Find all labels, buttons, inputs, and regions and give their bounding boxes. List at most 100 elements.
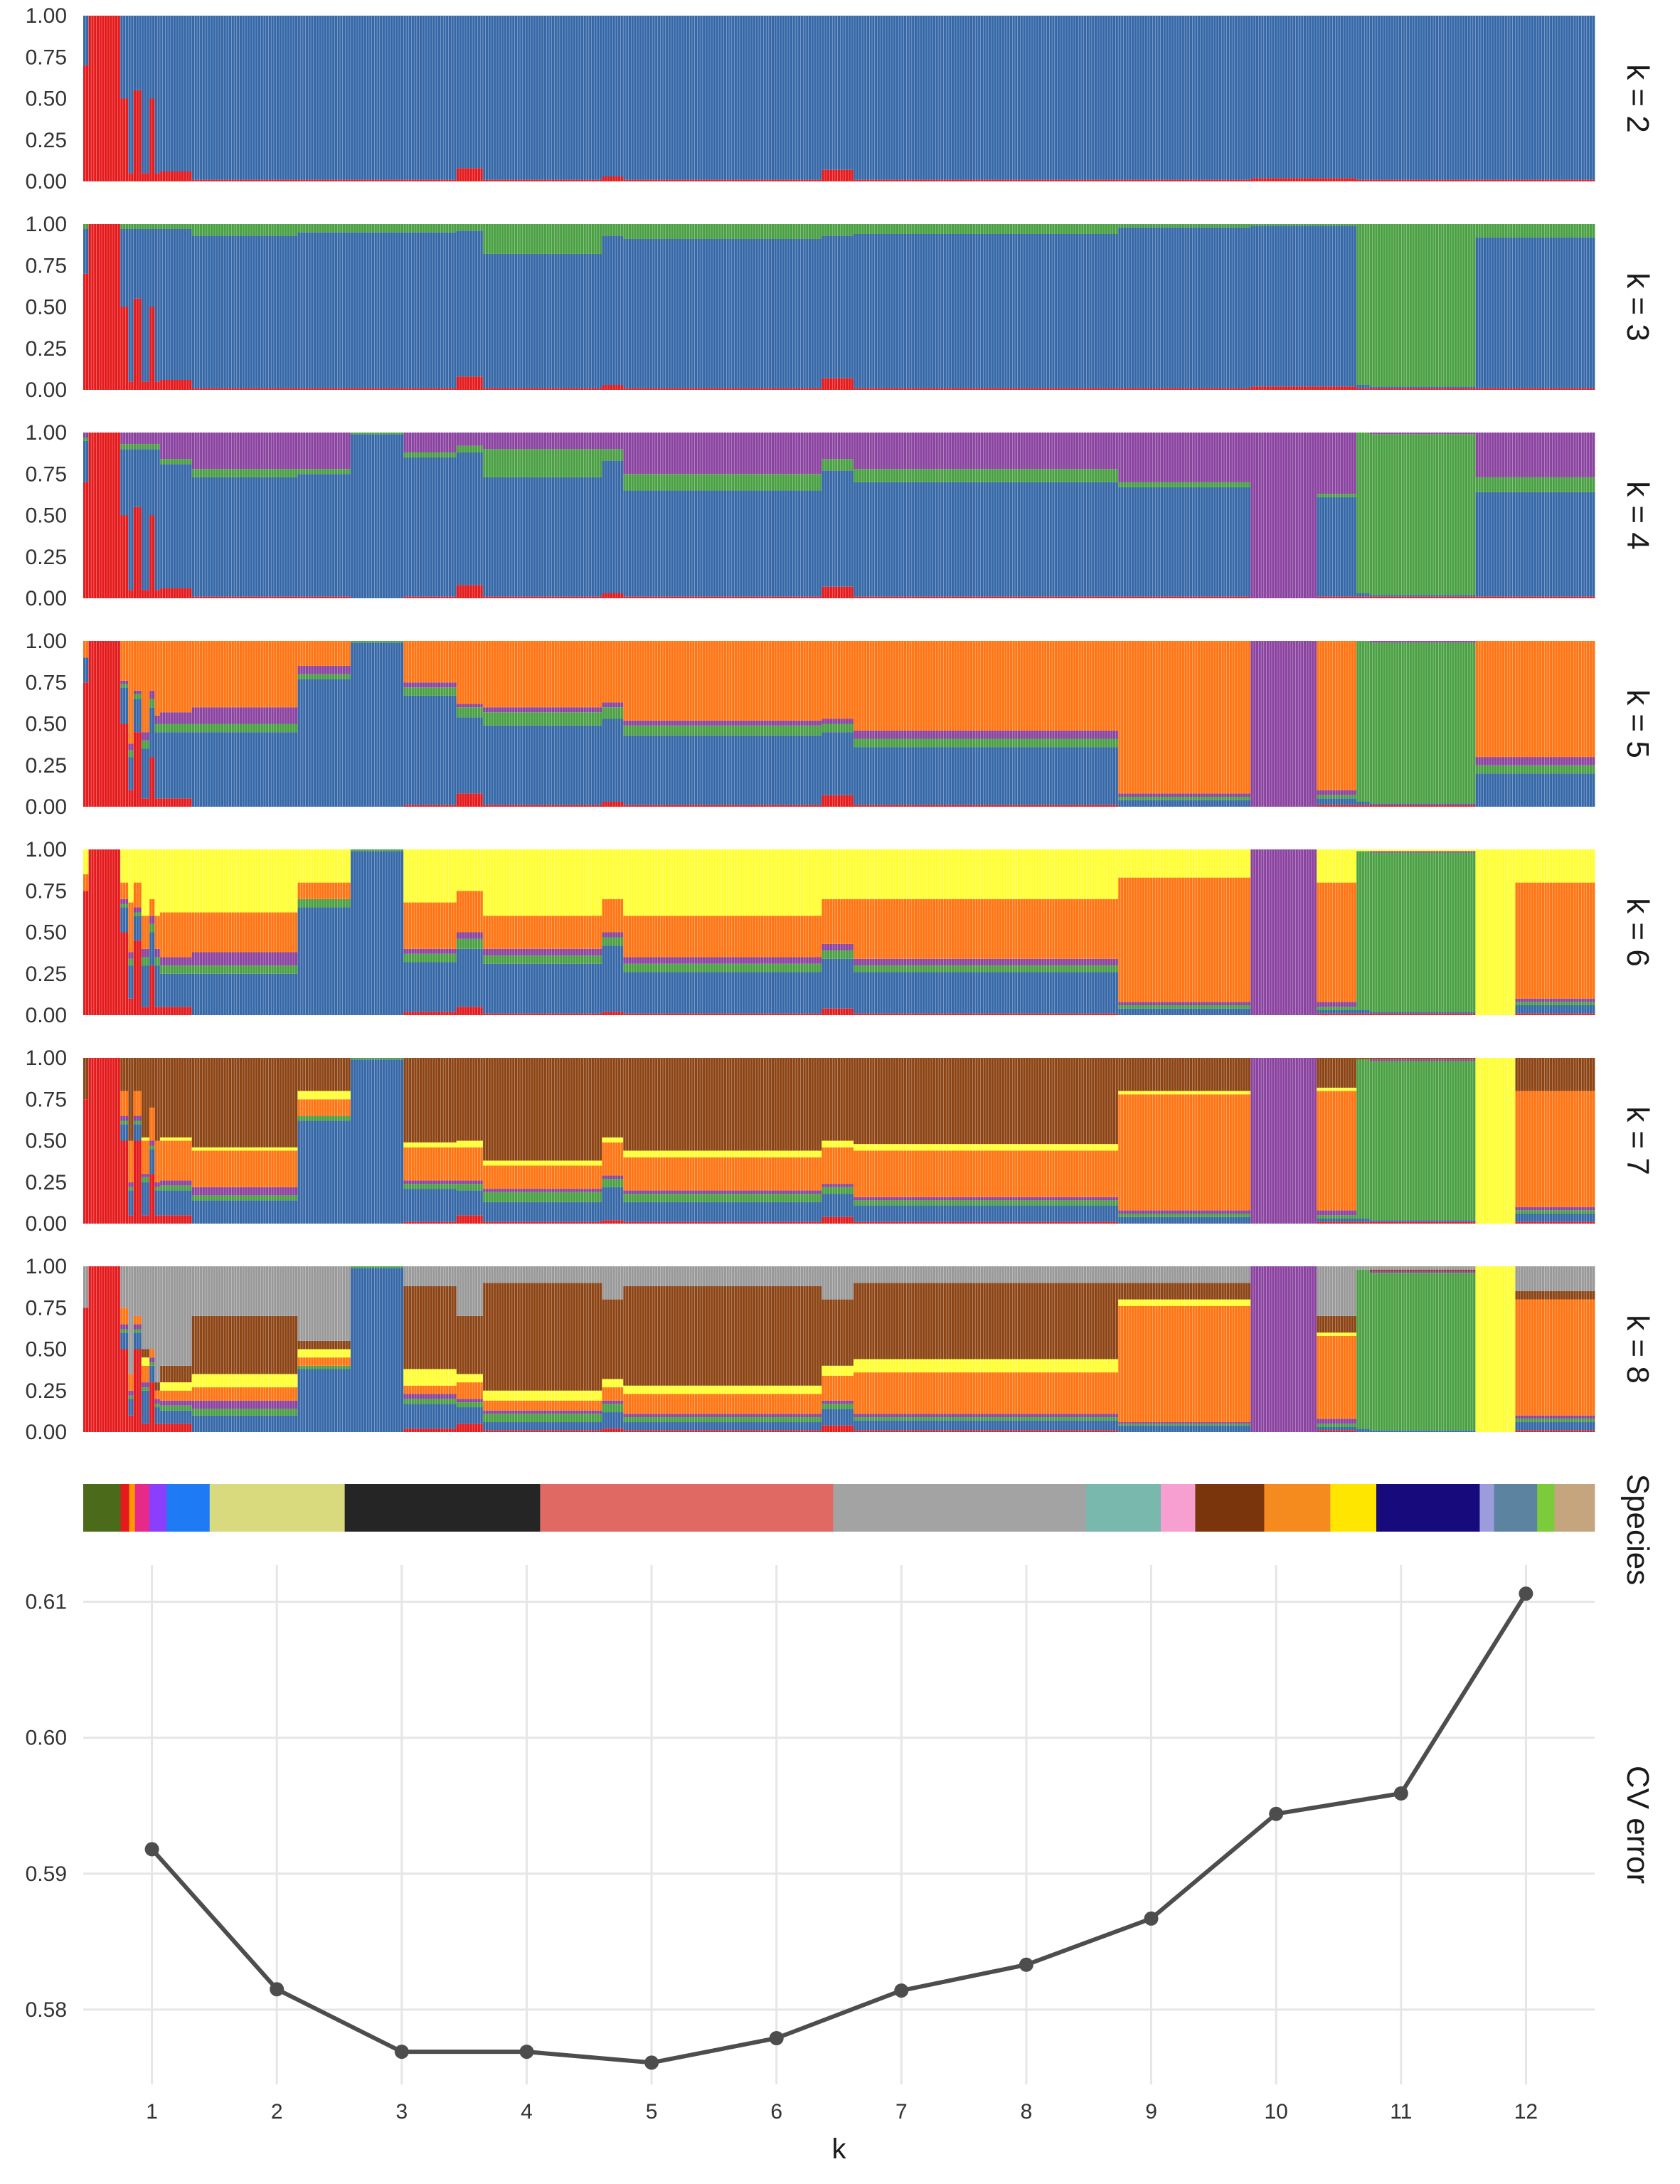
y-tick-label: 0.00 bbox=[26, 1421, 67, 1444]
ancestry-block-k7-4-c0 bbox=[133, 1140, 142, 1224]
ancestry-block-k5-14-c0 bbox=[482, 805, 602, 807]
ancestry-block-k4-14-c0 bbox=[482, 596, 602, 598]
ancestry-block-k7-4-c3 bbox=[133, 1115, 142, 1121]
ancestry-block-k5-21-c1 bbox=[1317, 798, 1357, 805]
cv-error-point-6 bbox=[769, 2031, 784, 2045]
ancestry-block-k6-22-c1 bbox=[1356, 1010, 1371, 1014]
bar-separators bbox=[85, 1058, 1593, 1224]
y-tick-label: 0.00 bbox=[26, 1004, 67, 1027]
ancestry-block-k3-19-c1 bbox=[1356, 385, 1371, 388]
y-tick-label: 1.00 bbox=[26, 213, 67, 236]
cv-y-tick-label: 0.61 bbox=[26, 1591, 67, 1614]
ancestry-block-k5-16-c2 bbox=[623, 725, 822, 736]
ancestry-block-k2-4-c0 bbox=[133, 90, 142, 181]
ancestry-block-k4-14-c3 bbox=[482, 433, 602, 450]
cv-x-tick-label: 10 bbox=[1264, 2100, 1287, 2124]
ancestry-block-k3-4-c2 bbox=[133, 224, 142, 229]
y-tick-label: 0.25 bbox=[26, 1379, 67, 1403]
ancestry-block-k4-5-c3 bbox=[141, 433, 150, 445]
admixture-panel-2: 0.00 0.25 0.50 0.75 1.00 k = 2 bbox=[26, 4, 1655, 194]
cv-error-line bbox=[150, 1592, 1528, 2065]
ancestry-block-k3-4-c1 bbox=[133, 228, 142, 299]
ancestry-block-k6-16-c0 bbox=[623, 1013, 822, 1015]
ancestry-block-k7-16-c5 bbox=[623, 1150, 822, 1157]
ancestry-block-k6-5-c4 bbox=[141, 916, 150, 949]
admixture-panel-8: 0.00 0.25 0.50 0.75 1.00 k = 8 bbox=[26, 1255, 1655, 1444]
ancestry-block-k2-13-c0 bbox=[623, 179, 822, 181]
species-block-11 bbox=[1160, 1484, 1196, 1532]
ancestry-block-k3-12-c2 bbox=[482, 224, 602, 254]
y-tick-label: 1.00 bbox=[26, 4, 67, 28]
y-tick-label: 0.00 bbox=[26, 378, 67, 402]
ancestry-block-k8-21-c5 bbox=[1317, 1332, 1357, 1336]
ancestry-block-k8-22-c7 bbox=[1356, 1266, 1371, 1270]
species-block-17 bbox=[1494, 1484, 1538, 1532]
ancestry-block-k7-2-c1 bbox=[120, 1124, 129, 1141]
cv-error-point-3 bbox=[394, 2045, 409, 2060]
ancestry-block-k6-5-c3 bbox=[141, 948, 150, 958]
ancestry-block-k8-24-c5 bbox=[1475, 1266, 1516, 1432]
ancestry-block-k7-2-c6 bbox=[120, 1058, 129, 1091]
cv-y-tick-label: 0.59 bbox=[26, 1862, 67, 1886]
ancestry-block-k4-14-c2 bbox=[482, 449, 602, 477]
species-block-8 bbox=[540, 1484, 834, 1532]
ancestry-block-k6-22-c0 bbox=[1356, 1013, 1371, 1015]
species-block-1 bbox=[120, 1484, 130, 1532]
admixture-panel-5: 0.00 0.25 0.50 0.75 1.00 k = 5 bbox=[26, 630, 1655, 819]
species-block-7 bbox=[344, 1484, 541, 1532]
species-block-19 bbox=[1554, 1484, 1595, 1532]
species-label: Species bbox=[1620, 1474, 1655, 1586]
ancestry-block-k8-2-c3 bbox=[120, 1324, 129, 1330]
species-block-10 bbox=[1085, 1484, 1161, 1532]
ancestry-block-k8-21-c0 bbox=[1317, 1430, 1357, 1432]
ancestry-block-k5-16-c4 bbox=[623, 641, 822, 721]
ancestry-block-k3-21-c1 bbox=[1475, 237, 1595, 388]
ancestry-block-k7-22-c0 bbox=[1356, 1221, 1371, 1224]
ancestry-block-k7-16-c3 bbox=[623, 1190, 822, 1194]
ancestry-block-k4-5-c0 bbox=[141, 590, 150, 598]
ancestry-block-k7-14-c4 bbox=[482, 1165, 602, 1189]
ancestry-block-k2-5-c1 bbox=[141, 16, 150, 174]
bar-separators bbox=[85, 641, 1593, 807]
ancestry-block-k5-4-c1 bbox=[133, 699, 142, 733]
cv-y-tick-label: 0.58 bbox=[26, 1998, 67, 2022]
cv-error-point-12 bbox=[1519, 1586, 1533, 1601]
ancestry-block-k6-16-c5 bbox=[623, 849, 822, 916]
ancestry-block-k5-21-c4 bbox=[1317, 641, 1357, 790]
ancestry-block-k8-14-c6 bbox=[482, 1283, 602, 1391]
ancestry-block-k3-2-c0 bbox=[120, 307, 129, 390]
ancestry-block-k6-2-c0 bbox=[120, 932, 129, 1015]
species-block-16 bbox=[1479, 1484, 1494, 1532]
ancestry-block-k8-14-c0 bbox=[482, 1430, 602, 1432]
ancestry-block-k6-21-c0 bbox=[1317, 1013, 1357, 1015]
facet-label-k8: k = 8 bbox=[1620, 1315, 1655, 1384]
species-block-3 bbox=[134, 1484, 150, 1532]
ancestry-block-k3-14-c2 bbox=[623, 224, 822, 239]
ancestry-block-k6-14-c4 bbox=[482, 916, 602, 949]
ancestry-block-k3-14-c1 bbox=[623, 238, 822, 388]
ancestry-block-k8-21-c3 bbox=[1317, 1419, 1357, 1424]
ancestry-block-k3-19-c0 bbox=[1356, 388, 1371, 390]
species-block-12 bbox=[1195, 1484, 1265, 1532]
ancestry-block-k6-16-c2 bbox=[623, 963, 822, 972]
grid-lines bbox=[83, 1565, 1595, 2084]
ancestry-block-k7-14-c0 bbox=[482, 1221, 602, 1224]
ancestry-block-k4-5-c1 bbox=[141, 449, 150, 590]
ancestry-block-k5-2-c4 bbox=[120, 641, 129, 681]
cv-error-point-11 bbox=[1393, 1786, 1408, 1801]
ancestry-block-k8-14-c7 bbox=[482, 1266, 602, 1283]
species-block-0 bbox=[83, 1484, 121, 1532]
ancestry-block-k3-14-c0 bbox=[623, 388, 822, 390]
ancestry-block-k6-5-c1 bbox=[141, 965, 150, 1007]
ancestry-block-k4-24-c0 bbox=[1475, 596, 1595, 598]
ancestry-block-k2-2-c0 bbox=[120, 98, 129, 181]
ancestry-block-k5-14-c2 bbox=[482, 712, 602, 726]
ancestry-block-k5-4-c0 bbox=[133, 732, 142, 807]
facet-label-k2: k = 2 bbox=[1620, 64, 1655, 133]
ancestry-block-k5-22-c1 bbox=[1356, 802, 1371, 805]
y-tick-label: 0.25 bbox=[26, 546, 67, 569]
ancestry-block-k8-16-c6 bbox=[623, 1286, 822, 1386]
y-tick-label: 0.75 bbox=[26, 671, 67, 694]
cv-error-point-5 bbox=[644, 2055, 659, 2070]
